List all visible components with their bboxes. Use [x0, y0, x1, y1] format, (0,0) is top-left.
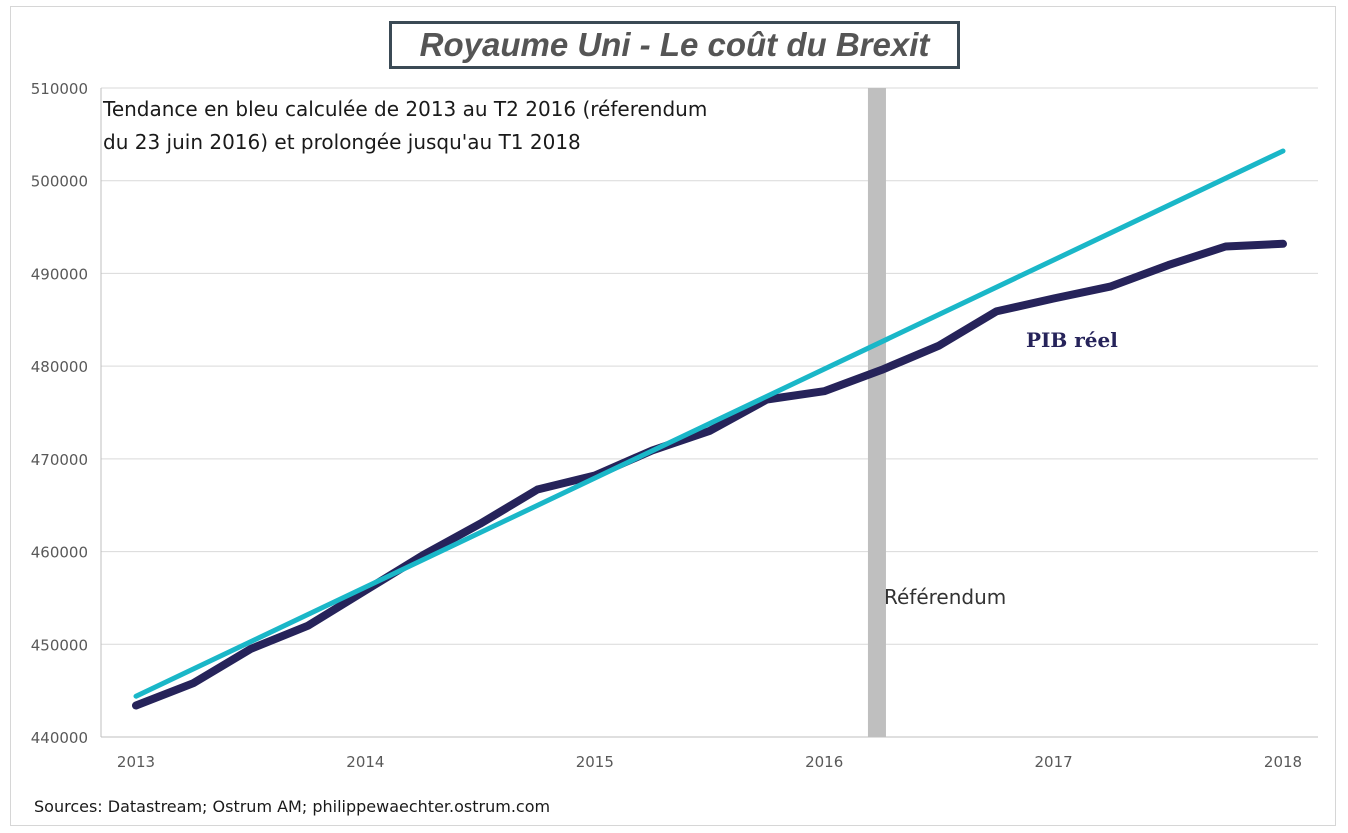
y-tick-label: 510000: [31, 80, 88, 98]
grid-lines: [101, 87, 1318, 645]
referendum-band: [867, 88, 886, 737]
source-note: Sources: Datastream; Ostrum AM; philippe…: [34, 797, 551, 816]
y-tick-label: 440000: [31, 729, 88, 747]
x-tick-label: 2016: [805, 753, 843, 771]
y-tick-label: 500000: [31, 173, 88, 191]
chart-title: Royaume Uni - Le coût du Brexit: [389, 21, 960, 69]
referendum-label: Référendum: [884, 585, 1006, 609]
y-tick-label: 490000: [31, 265, 88, 283]
series-label-pib-reel: PIB réel: [1026, 328, 1118, 352]
y-tick-label: 450000: [31, 636, 88, 654]
y-tick-label: 480000: [31, 358, 88, 376]
note-line-1: Tendance en bleu calculée de 2013 au T2 …: [102, 97, 707, 121]
x-tick-label: 2014: [346, 753, 384, 771]
x-tick-label: 2017: [1035, 753, 1073, 771]
x-tick-label: 2015: [576, 753, 614, 771]
x-tick-label: 2018: [1264, 753, 1302, 771]
series-line-tendance: [133, 148, 1286, 699]
y-tick-label: 470000: [31, 451, 88, 469]
referendum-bar: [867, 88, 886, 737]
chart-labels: Tendance en bleu calculée de 2013 au T2 …: [102, 97, 1118, 609]
series-line-pib-reel: [132, 239, 1287, 710]
chart-frame: [10, 6, 1336, 826]
note-line-2: du 23 juin 2016) et prolongée jusqu'au T…: [103, 130, 581, 154]
x-tick-label: 2013: [117, 753, 155, 771]
y-tick-label: 460000: [31, 544, 88, 562]
axes: 440000 450000 460000 470000 480000 490000 5000…: [31, 80, 1318, 771]
series-lines: [132, 148, 1287, 710]
